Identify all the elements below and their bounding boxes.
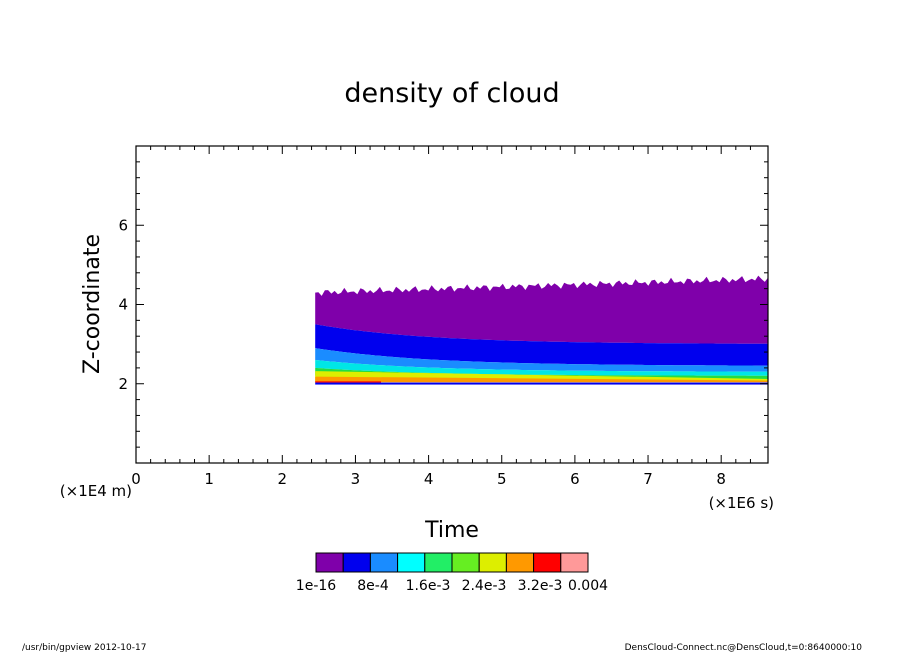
band-2.4e-3 (315, 360, 768, 376)
x-tick-label: 3 (351, 470, 361, 488)
x-tick-label: 5 (497, 470, 507, 488)
colorbar-swatch (451, 552, 480, 573)
y-tick-label: 2 (118, 375, 128, 393)
x-tick-label: 1 (204, 470, 214, 488)
colorbar: 1e-16 8e-4 1.6e-3 2.4e-3 3.2e-3 0.004 (296, 552, 608, 594)
band-8e-4 (315, 324, 768, 366)
chart-title: density of cloud (344, 78, 559, 109)
colorbar-label: 8e-4 (357, 578, 389, 594)
colorbar-label: 3.2e-3 (518, 578, 563, 594)
y-axis: 2 4 6 (118, 161, 768, 448)
x-tick-label: 6 (570, 470, 580, 488)
colorbar-swatch (369, 552, 399, 573)
x-axis-title: Time (424, 518, 479, 543)
colorbar-label: 1.6e-3 (406, 578, 451, 594)
y-unit-label: (×1E4 m) (60, 482, 132, 500)
x-tick-label: 7 (643, 470, 653, 488)
colorbar-swatch (478, 552, 507, 573)
colorbar-swatch (315, 552, 344, 573)
x-tick-label: 2 (278, 470, 288, 488)
band-base-line (315, 382, 768, 385)
band-1e-16 (315, 275, 768, 344)
plot-area: 0 1 2 3 4 5 6 7 8 2 4 6 (118, 145, 769, 488)
band-warm-1 (315, 376, 768, 383)
colorbar-label: 0.004 (568, 578, 608, 594)
x-tick-label: 8 (716, 470, 726, 488)
colorbar-label: 1e-16 (296, 578, 336, 594)
x-tick-label: 4 (424, 470, 434, 488)
footer-right: DensCloud-Connect.nc@DensCloud,t=0:86400… (625, 643, 863, 653)
y-tick-label: 6 (118, 216, 128, 234)
colorbar-swatch (560, 552, 589, 573)
colorbar-swatch (505, 552, 535, 573)
colorbar-swatch (533, 552, 562, 573)
y-tick-label: 4 (118, 296, 128, 314)
colorbar-swatch (424, 552, 453, 573)
footer-left: /usr/bin/gpview 2012-10-17 (22, 643, 146, 653)
x-axis: 0 1 2 3 4 5 6 7 8 (131, 146, 751, 488)
band-1.6e-3 (315, 348, 768, 372)
colorbar-swatch (342, 552, 371, 573)
data-bands (315, 275, 768, 385)
colorbar-label: 2.4e-3 (462, 578, 507, 594)
y-axis-title: Z-coordinate (80, 234, 105, 374)
colorbar-swatch (397, 552, 426, 573)
band-warm-2 (315, 381, 381, 383)
x-tick-label: 0 (131, 470, 141, 488)
x-unit-label: (×1E6 s) (709, 494, 774, 512)
